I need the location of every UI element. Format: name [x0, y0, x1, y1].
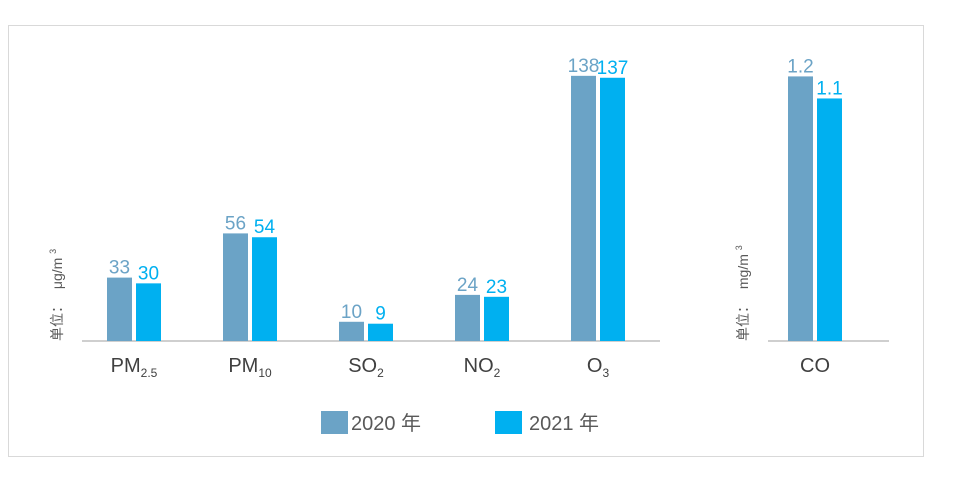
bar-0-0-2	[339, 321, 364, 341]
right-unit-label: 单位： mg/m 3	[734, 245, 751, 341]
bar-0-1-4	[600, 77, 625, 341]
data-label-0-0-0: 33	[109, 258, 130, 279]
data-label-1-1-0: 1.1	[816, 78, 842, 99]
legend-swatch-2020	[321, 411, 348, 434]
category-main-0-3: NO	[464, 355, 494, 377]
right-unit-sup: 3	[734, 245, 744, 250]
data-label-0-1-3: 23	[486, 277, 507, 298]
bar-0-0-0	[107, 277, 132, 341]
category-main-0-4: O	[587, 355, 603, 377]
legend-swatch-2021	[495, 411, 522, 434]
right-unit-prefix: 单位：	[735, 299, 751, 341]
category-label-0-3: NO2	[464, 355, 501, 380]
category-sub-0-1: 10	[258, 366, 272, 380]
left-unit-text: μg/m	[49, 258, 65, 289]
category-main-0-1: PM	[228, 355, 258, 377]
category-label-0-2: SO2	[348, 355, 384, 380]
category-label-1-0: CO	[800, 355, 830, 377]
right-unit-text: mg/m	[735, 254, 751, 289]
bar-0-1-2	[368, 323, 393, 341]
right-chart-panel: 单位： mg/m 3 1.21.1 CO	[734, 56, 889, 377]
category-sub-0-3: 2	[494, 366, 501, 380]
left-unit-label: 单位： μg/m 3	[48, 249, 65, 341]
bar-1-1-0	[817, 98, 842, 341]
bar-1-0-0	[788, 76, 813, 341]
data-label-1-0-0: 1.2	[787, 56, 813, 77]
bar-0-1-0	[136, 283, 161, 341]
bar-0-0-3	[455, 294, 480, 341]
data-label-0-1-4: 137	[597, 58, 629, 79]
legend-label-2021: 2021 年	[529, 412, 599, 435]
category-sub-0-4: 3	[602, 366, 609, 380]
legend: 2020 年 2021 年	[321, 411, 599, 435]
data-label-0-1-2: 9	[375, 304, 386, 325]
bar-0-1-1	[252, 237, 277, 341]
bar-0-1-3	[484, 296, 509, 341]
chart-frame	[8, 25, 924, 457]
data-label-0-0-4: 138	[568, 56, 600, 77]
data-label-0-0-3: 24	[457, 275, 479, 296]
data-label-0-1-0: 30	[138, 263, 159, 284]
bar-0-0-1	[223, 233, 248, 341]
category-sub-0-2: 2	[377, 366, 384, 380]
category-label-0-4: O3	[587, 355, 610, 380]
bar-0-0-4	[571, 75, 596, 341]
data-label-0-1-1: 54	[254, 217, 276, 238]
category-main-1-0: CO	[800, 355, 830, 377]
category-label-0-1: PM10	[228, 355, 272, 380]
category-main-0-2: SO	[348, 355, 377, 377]
data-label-0-0-2: 10	[341, 302, 362, 323]
category-main-0-0: PM	[111, 355, 141, 377]
category-sub-0-0: 2.5	[141, 366, 158, 380]
category-label-0-0: PM2.5	[111, 355, 158, 380]
data-label-0-0-1: 56	[225, 213, 246, 234]
right-bars: 1.21.1 CO	[787, 56, 842, 377]
left-unit-sup: 3	[48, 249, 58, 254]
left-unit-prefix: 单位：	[49, 299, 65, 341]
legend-label-2020: 2020 年	[351, 412, 421, 435]
